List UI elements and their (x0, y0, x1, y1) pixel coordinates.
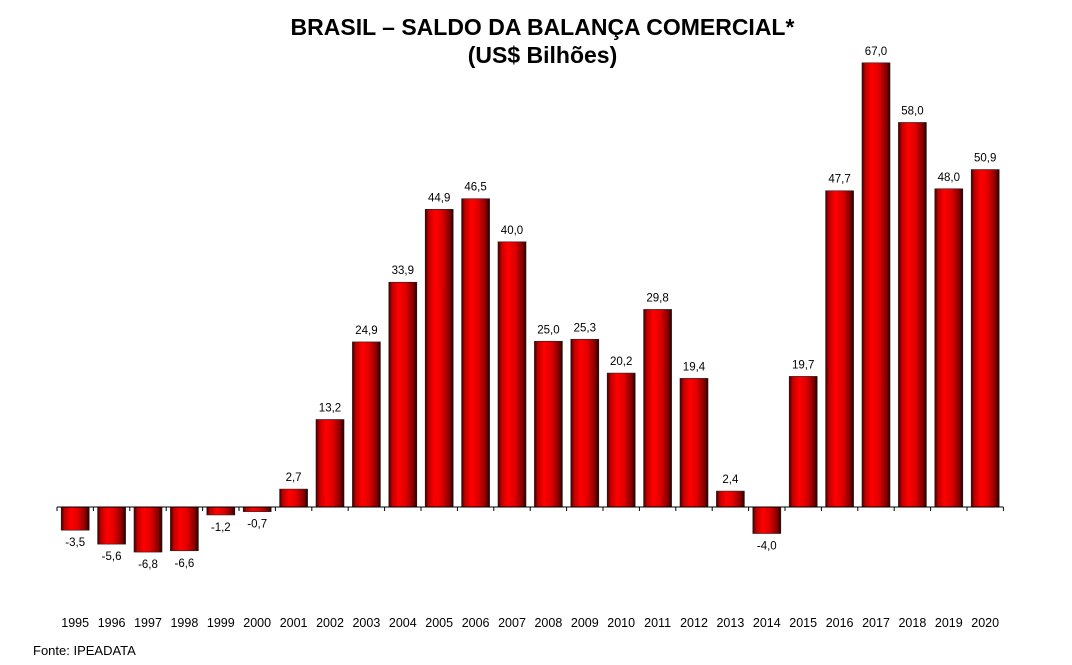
bar-1996 (97, 506, 126, 545)
x-tick-label: 2014 (753, 616, 781, 630)
bar-2016 (825, 190, 854, 508)
data-label: 46,5 (464, 182, 486, 194)
data-label: 2,7 (286, 472, 302, 484)
x-tick-label: 1996 (98, 616, 126, 630)
data-label: 25,3 (574, 322, 596, 334)
bar-2010 (606, 372, 636, 508)
data-label: 20,2 (610, 356, 632, 368)
chart-title: BRASIL – SALDO DA BALANÇA COMERCIAL* (290, 14, 795, 40)
bar-2018 (898, 122, 927, 508)
x-tick-label: 2008 (534, 616, 562, 630)
data-label: 67,0 (865, 46, 887, 58)
bar-1999 (206, 506, 236, 516)
bar-2001 (279, 488, 308, 508)
data-label: 48,0 (938, 172, 960, 184)
x-tick-label: 2009 (571, 616, 599, 630)
data-label: 50,9 (974, 153, 996, 165)
bar-2017 (861, 62, 891, 508)
x-tick-label: 2017 (862, 616, 890, 630)
bar-2019 (934, 188, 964, 508)
source-note: Fonte: IPEADATA (33, 643, 136, 658)
bar-2005 (424, 209, 454, 508)
x-tick-label: 2016 (826, 616, 854, 630)
data-label: -3,5 (65, 537, 85, 549)
x-tick-label: 2012 (680, 616, 708, 630)
x-tick-label: 1997 (134, 616, 162, 630)
data-label: 24,9 (355, 325, 377, 337)
x-tick-label: 2013 (716, 616, 744, 630)
data-label: 33,9 (392, 265, 414, 277)
bar-2020 (970, 169, 1000, 508)
bar-2007 (497, 241, 527, 508)
bar-1995 (60, 506, 90, 531)
x-tick-label: 2018 (898, 616, 926, 630)
x-tick-label: 2006 (462, 616, 490, 630)
data-label: 58,0 (901, 105, 923, 117)
data-label: 19,7 (792, 359, 814, 371)
x-tick-label: 2003 (352, 616, 380, 630)
bar-2009 (570, 338, 600, 508)
bar-2014 (752, 506, 782, 534)
x-tick-label: 2019 (935, 616, 963, 630)
x-tick-label: 2015 (789, 616, 817, 630)
data-label: -6,8 (138, 559, 158, 571)
data-label: 25,0 (537, 324, 559, 336)
bar-2002 (315, 419, 345, 508)
bar-2000 (242, 506, 272, 512)
chart-subtitle: (US$ Bilhões) (467, 42, 618, 68)
data-label: -0,7 (247, 519, 267, 531)
data-label: 47,7 (828, 174, 850, 186)
x-tick-label: 2011 (644, 616, 671, 630)
data-label: -1,2 (211, 522, 231, 534)
data-label: -4,0 (757, 541, 777, 553)
bar-2006 (461, 198, 490, 508)
bar-2011 (643, 309, 672, 508)
bar-2004 (388, 281, 418, 508)
bar-2012 (679, 378, 709, 508)
x-tick-label: 2000 (243, 616, 271, 630)
data-label: 19,4 (683, 361, 706, 373)
data-label: 29,8 (646, 292, 668, 304)
data-label: -5,6 (102, 551, 122, 563)
x-tick-label: 2002 (316, 616, 344, 630)
data-label: 2,4 (722, 474, 739, 486)
x-tick-label: 1998 (170, 616, 198, 630)
x-tick-label: 2005 (425, 616, 453, 630)
bar-2015 (788, 376, 818, 508)
x-tick-label: 2004 (389, 616, 417, 630)
bar-1997 (133, 506, 163, 553)
x-tick-label: 1995 (61, 616, 89, 630)
x-tick-label: 2020 (971, 616, 999, 630)
data-label: 13,2 (319, 402, 341, 414)
data-label: 40,0 (501, 225, 523, 237)
data-label: -6,6 (174, 558, 194, 570)
bar-2008 (534, 340, 563, 508)
x-tick-label: 2001 (280, 616, 308, 630)
x-tick-label: 2010 (607, 616, 635, 630)
data-label: 44,9 (428, 192, 450, 204)
x-tick-label: 1999 (207, 616, 235, 630)
bar-1998 (170, 506, 199, 552)
bar-2003 (352, 341, 381, 508)
bar-2013 (716, 490, 745, 508)
x-tick-label: 2007 (498, 616, 526, 630)
